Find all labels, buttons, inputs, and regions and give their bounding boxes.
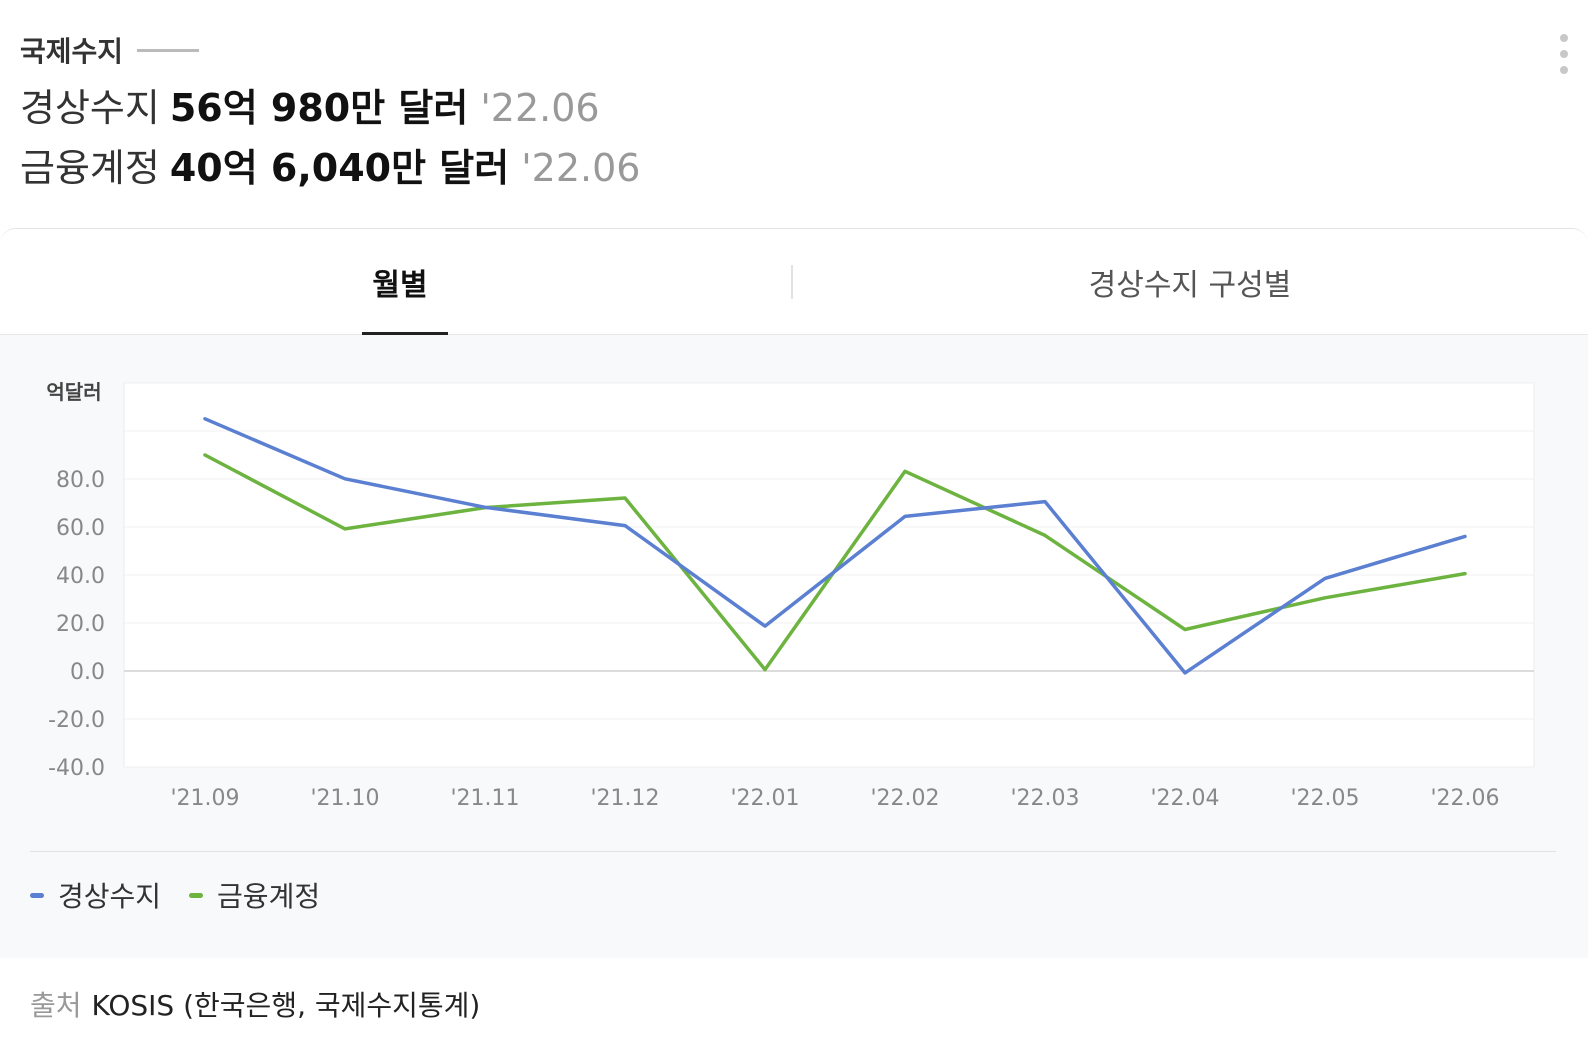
x-tick-label: '22.02: [870, 786, 939, 811]
y-tick-label: -40.0: [48, 756, 105, 781]
source-footer: 출처 KOSIS (한국은행, 국제수지통계): [30, 984, 480, 1024]
header: 국제수지 경상수지 56억 980만 달러 '22.06 금융계정 40억 6,040…: [20, 26, 1588, 226]
legend-item-current-account[interactable]: 경상수지: [30, 875, 161, 915]
y-axis-label: 억달러: [46, 380, 101, 404]
x-tick-label: '22.03: [1010, 786, 1079, 811]
y-tick-label: 20.0: [56, 612, 105, 637]
chart-legend: 경상수지 금융계정: [30, 875, 348, 915]
x-tick-label: '22.05: [1290, 786, 1359, 811]
legend-divider: [30, 851, 1556, 852]
stat-value: 56억 980만 달러: [169, 86, 469, 130]
legend-swatch: [30, 892, 44, 898]
legend-label: 경상수지: [58, 880, 162, 913]
tab-separator: [791, 265, 793, 299]
stat-value: 40억 6,040만 달러: [169, 146, 510, 190]
more-dot: [1560, 66, 1568, 74]
legend-item-financial-account[interactable]: 금융계정: [189, 875, 320, 915]
line-chart: 억달러 80.0 60.0 40.0 20.0 0.0 -20.0 -40.0 '21.09 '2…: [46, 380, 1535, 811]
stat-date: '22.06: [480, 86, 600, 130]
x-tick-label: '21.11: [450, 786, 519, 811]
stat-date: '22.06: [521, 146, 641, 190]
active-tab-indicator: [362, 332, 448, 335]
stat-label: 경상수지: [20, 86, 160, 130]
more-options-icon[interactable]: [1554, 34, 1574, 74]
legend-label: 금융계정: [217, 880, 321, 913]
x-tick-label: '21.12: [590, 786, 659, 811]
y-tick-label: 80.0: [56, 468, 105, 493]
y-tick-label: 40.0: [56, 564, 105, 589]
x-tick-label: '22.06: [1430, 786, 1499, 811]
y-tick-label: 60.0: [56, 516, 105, 541]
more-dot: [1560, 50, 1568, 58]
more-dot: [1560, 34, 1568, 42]
financial-account-stat: 금융계정 40억 6,040만 달러 '22.06: [20, 144, 640, 192]
x-tick-label: '22.04: [1150, 786, 1219, 811]
y-tick-label: -20.0: [48, 708, 105, 733]
series-line-current-account: [203, 417, 1467, 675]
section-title-text: 국제수지: [20, 35, 124, 68]
x-tick-label: '22.01: [730, 786, 799, 811]
tab-bar: 월별 경상수지 구성별: [0, 229, 1588, 335]
current-account-stat: 경상수지 56억 980만 달러 '22.06: [20, 84, 600, 132]
x-tick-label: '21.09: [170, 786, 239, 811]
x-tick-label: '21.10: [310, 786, 379, 811]
y-tick-label: 0.0: [70, 660, 105, 685]
title-dash-decoration: [137, 48, 200, 52]
chart-card: 월별 경상수지 구성별 억달러 80.0 60.0 40.0 20.0 0.0 -20.0 -…: [0, 228, 1588, 958]
legend-swatch: [189, 892, 204, 898]
source-label: 출처: [30, 989, 82, 1022]
tab-current-account-composition[interactable]: 경상수지 구성별: [1088, 268, 1292, 303]
tab-monthly[interactable]: 월별: [372, 268, 428, 303]
source-text: KOSIS (한국은행, 국제수지통계): [91, 989, 481, 1022]
section-title: 국제수지: [20, 30, 200, 70]
stat-label: 금융계정: [20, 146, 160, 190]
